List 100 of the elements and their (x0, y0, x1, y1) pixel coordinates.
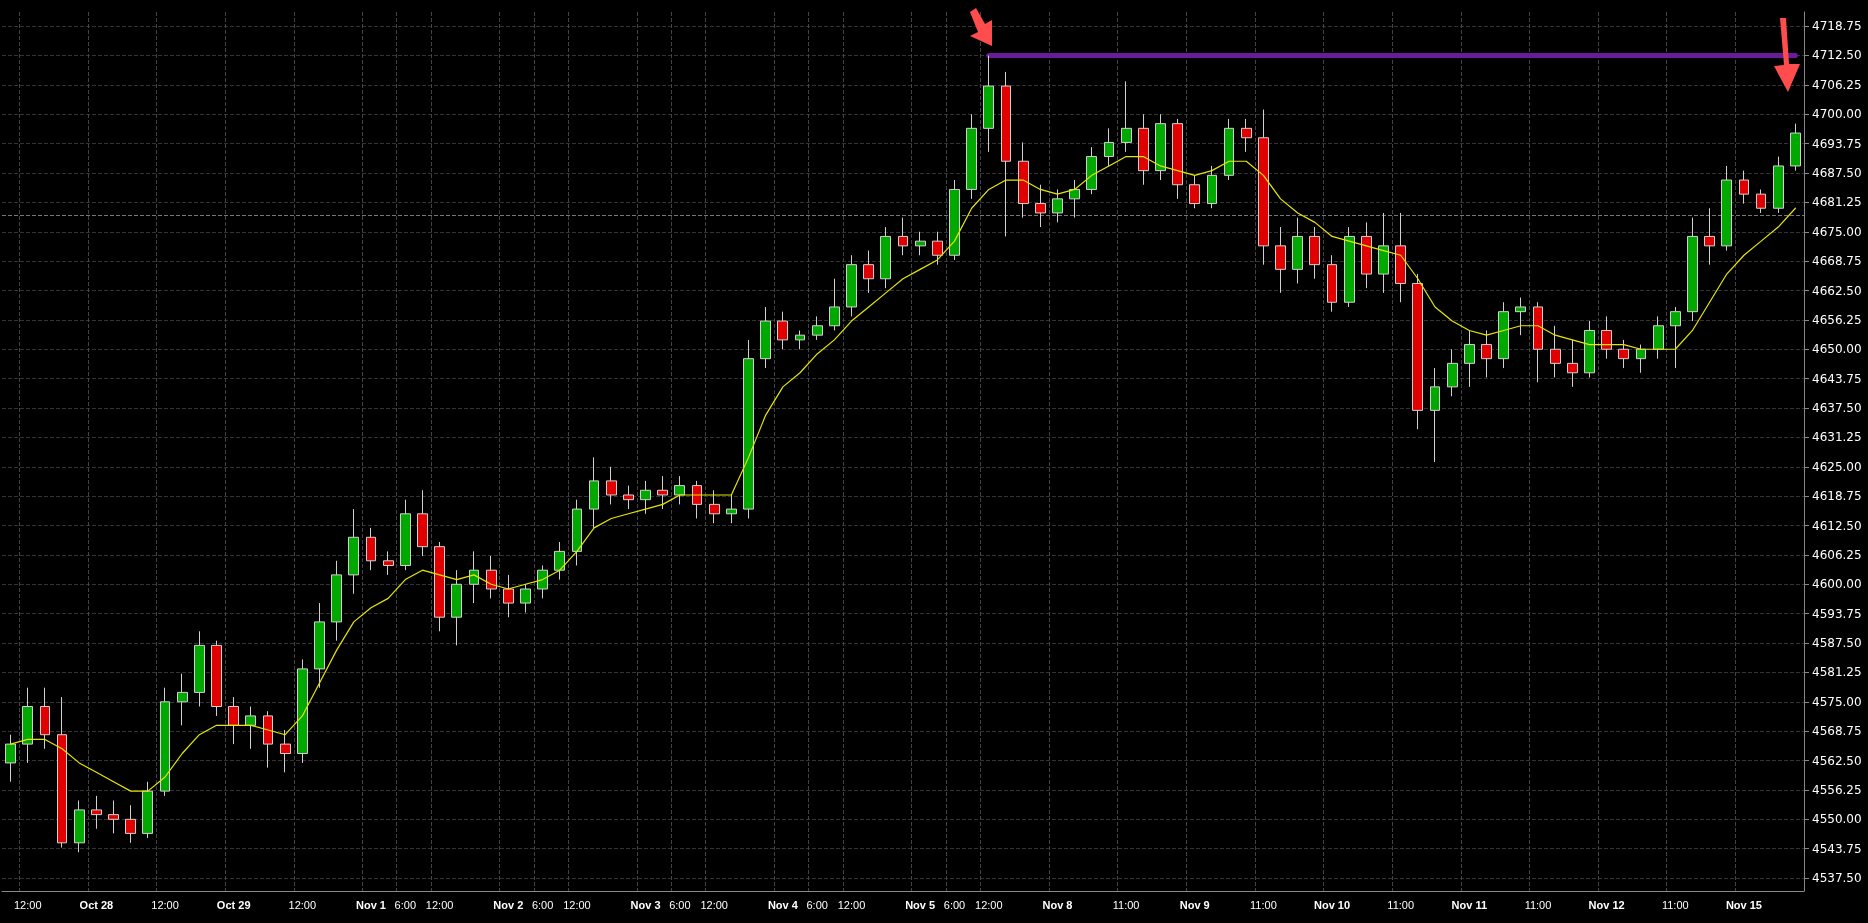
candlestick (1704, 207, 1715, 266)
candlestick (1653, 315, 1664, 360)
candlestick (1395, 212, 1406, 303)
x-tick-label: 6:00 (394, 898, 417, 911)
candlestick (1327, 254, 1337, 313)
candlestick (1687, 217, 1698, 322)
candlestick (1018, 141, 1029, 219)
candlestick (1241, 118, 1252, 153)
candlestick (880, 226, 891, 289)
candlestick (263, 710, 273, 769)
candlestick (1739, 170, 1749, 205)
x-tick-label: Nov 8 (1042, 898, 1073, 911)
candlestick (280, 729, 291, 773)
candlestick (623, 485, 634, 510)
candlestick (554, 541, 565, 581)
candlestick (1447, 348, 1458, 397)
y-tick-label: 4562.50 (1812, 753, 1862, 768)
candlestick (1430, 367, 1440, 463)
candlestick (949, 179, 960, 261)
x-tick-label: Nov 10 (1314, 898, 1351, 911)
candlestick (451, 569, 462, 646)
candlestick (692, 480, 702, 519)
x-tick-label: 12:00 (288, 898, 317, 911)
y-tick-label: 4625.00 (1812, 459, 1862, 474)
y-tick-label: 4662.50 (1812, 283, 1862, 298)
x-tick-label: Oct 28 (79, 898, 114, 911)
candlestick (469, 550, 479, 604)
x-tick-label: 12:00 (425, 898, 454, 911)
candlestick (108, 800, 119, 834)
y-tick-label: 4681.25 (1812, 195, 1862, 210)
candlestick (57, 696, 67, 849)
candlestick (1464, 329, 1475, 388)
candlestick (297, 659, 308, 764)
y-tick-label: 4593.75 (1812, 606, 1862, 621)
candlestick (1618, 339, 1629, 369)
candlestick (966, 113, 977, 200)
candlestick (1773, 156, 1784, 214)
candlestick (142, 781, 153, 839)
x-tick-label: Nov 3 (630, 898, 661, 911)
x-tick-label: 12:00 (700, 898, 728, 911)
candlestick (915, 231, 926, 256)
candlestick (537, 564, 548, 599)
candlestick (726, 494, 737, 524)
x-tick-label: 6:00 (531, 898, 554, 911)
candlestick (400, 499, 411, 571)
candlestick (1533, 301, 1543, 383)
candlestick (657, 475, 668, 510)
candlestick (1172, 118, 1183, 200)
candlestick (74, 800, 85, 853)
candlestick (40, 687, 50, 750)
y-tick-label: 4650.00 (1812, 342, 1862, 357)
x-tick-label: 12:00 (563, 898, 591, 911)
x-tick-label: 6:00 (806, 898, 828, 911)
y-tick-label: 4637.50 (1812, 401, 1862, 416)
y-tick-label: 4537.50 (1812, 871, 1862, 886)
x-tick-label: 11:00 (1112, 898, 1140, 911)
y-tick-label: 4600.00 (1812, 577, 1862, 592)
candlestick (1412, 273, 1423, 430)
candlestick (1550, 325, 1561, 378)
candlestick (366, 527, 376, 571)
candlestick (520, 583, 531, 613)
candlestick (245, 706, 256, 750)
candlestick (383, 550, 394, 576)
y-tick-label: 4631.25 (1812, 430, 1862, 445)
candlestick (5, 734, 16, 783)
y-tick-label: 4687.50 (1812, 165, 1862, 180)
y-tick-label: 4718.75 (1812, 19, 1862, 34)
x-tick-label: Nov 12 (1588, 898, 1625, 911)
candlestick (331, 560, 342, 642)
candlestick (932, 231, 943, 266)
x-tick-label: 12:00 (837, 898, 866, 911)
y-tick-label: 4693.75 (1812, 136, 1862, 151)
x-tick-label: Nov 2 (493, 898, 524, 911)
candlestick (1035, 184, 1046, 228)
y-tick-label: 4700.00 (1812, 107, 1862, 122)
candlestick (812, 315, 823, 341)
x-tick-label: Nov 9 (1179, 898, 1210, 911)
candlestick (572, 499, 582, 566)
y-tick-label: 4587.50 (1812, 636, 1862, 651)
line-series (9, 155, 1797, 792)
candlestick (228, 696, 239, 745)
x-tick-label: Nov 11 (1451, 898, 1488, 911)
candlestick (22, 687, 33, 764)
y-tick-label: 4612.50 (1812, 518, 1862, 533)
candlestick (1104, 127, 1114, 167)
candlestick (1584, 320, 1595, 378)
candlestick (1138, 113, 1149, 186)
candlestick (640, 480, 651, 515)
candlestick (503, 574, 514, 618)
candlestick (417, 489, 428, 557)
y-tick-label: 4656.25 (1812, 312, 1862, 327)
candlestick (983, 54, 994, 153)
candlestick (1309, 226, 1320, 280)
candlestick (777, 311, 788, 350)
candlestick (194, 630, 205, 707)
candlestick (1121, 80, 1132, 153)
y-tick-label: 4675.00 (1812, 224, 1862, 239)
candlestick (589, 456, 599, 529)
candlestick (434, 541, 445, 632)
candlestick (1052, 188, 1063, 223)
